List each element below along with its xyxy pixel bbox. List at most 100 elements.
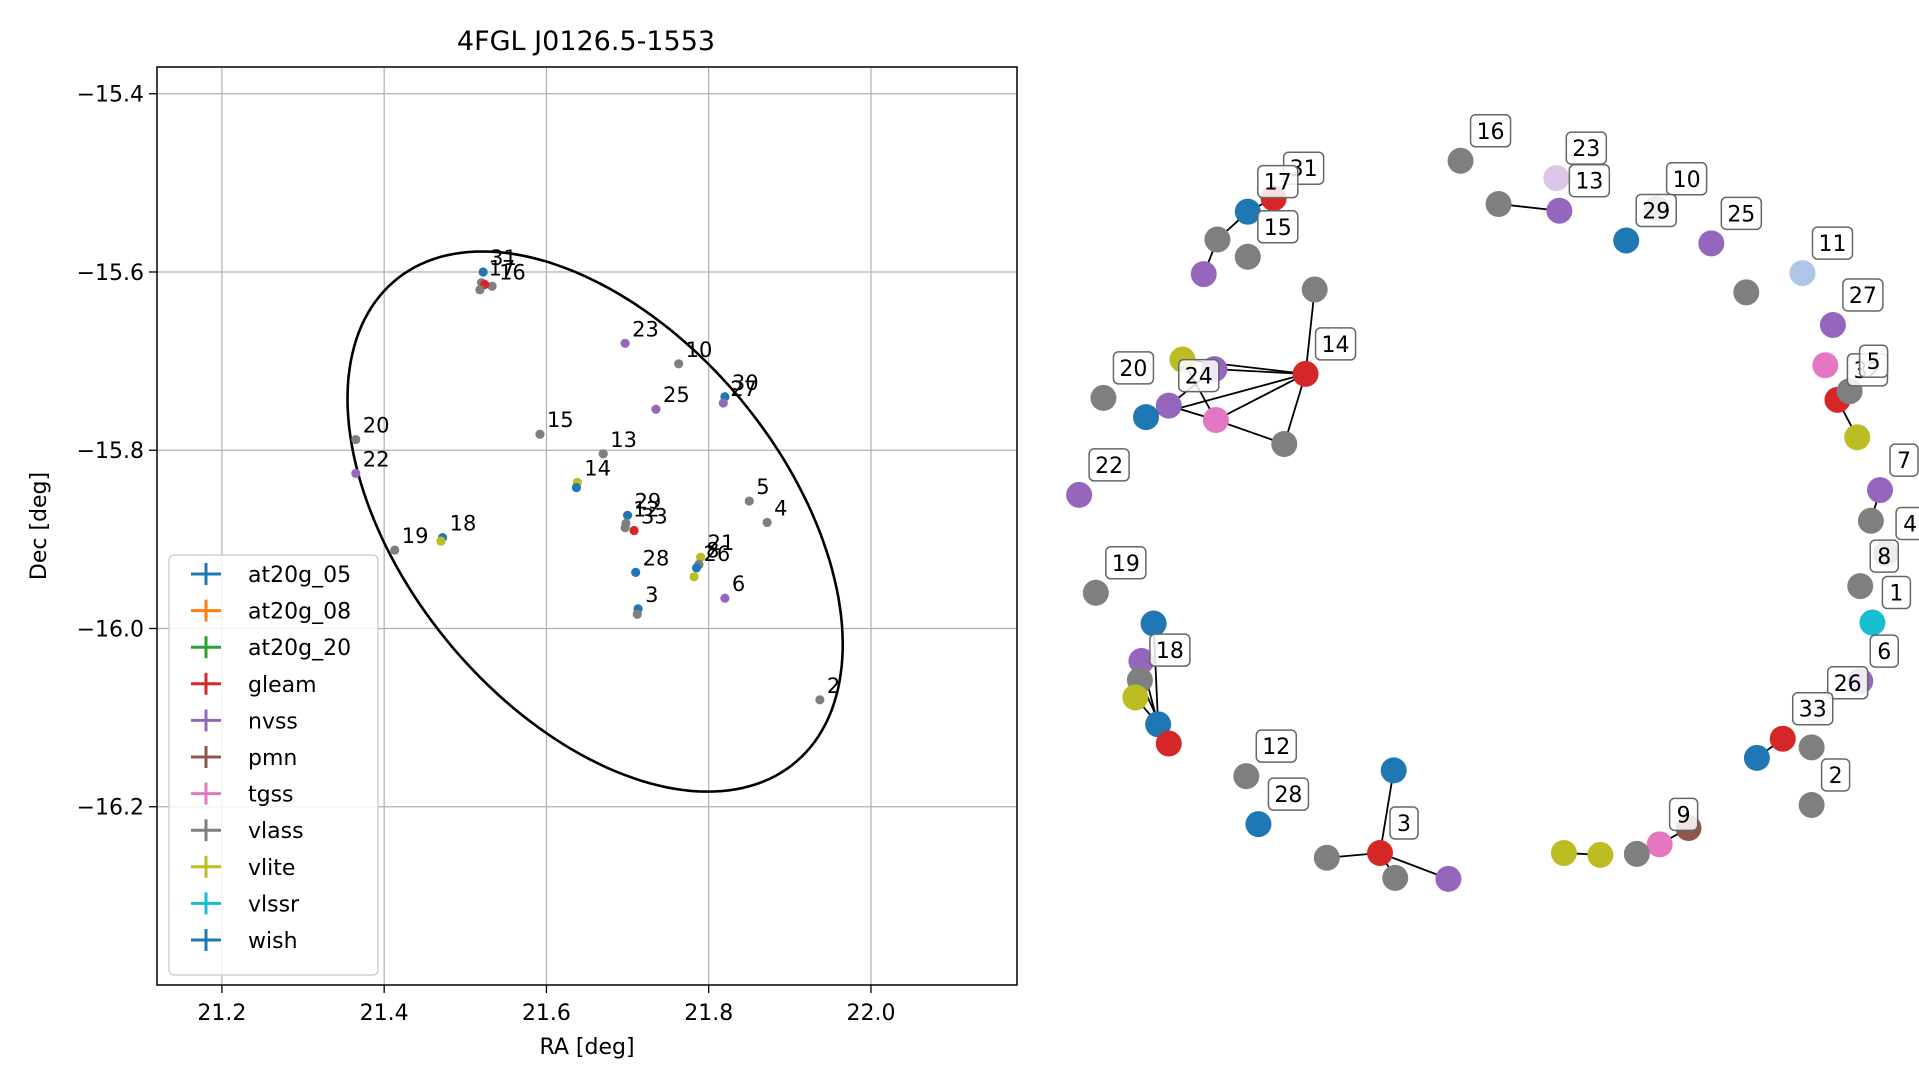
graph-node-label: 28 [1267,777,1310,811]
graph-node [1646,831,1673,858]
graph-label-text: 23 [1572,137,1600,162]
graph-node [1367,839,1394,866]
legend-item: at20g_08 [191,599,351,625]
data-point [571,483,582,493]
graph-node [1435,865,1462,892]
graph-node-label: 3 [1389,806,1419,840]
graph-edge [1304,289,1316,375]
graph-label-text: 19 [1112,552,1140,577]
graph-node [1066,481,1093,508]
data-point [691,563,702,573]
point-label: 19 [402,524,429,548]
point-label: 16 [499,260,526,284]
graph-node [1543,165,1570,192]
data-point [695,552,706,562]
point-label: 8 [706,538,719,562]
point-label: 20 [363,414,390,438]
graph-label-text: 16 [1477,120,1505,145]
legend-item: gleam [191,672,317,698]
graph-label-text: 1 [1889,582,1903,607]
y-tick-label: −15.6 [77,261,144,286]
graph-node [1733,279,1760,306]
y-tick-label: −15.8 [77,439,144,464]
chart-title: 4FGL J0126.5-1553 [457,26,715,57]
graph-node [1769,725,1796,752]
graph-node [1743,744,1770,771]
point-label: 27 [730,377,757,401]
data-point [689,572,699,582]
graph-node [1380,757,1407,784]
point-label: 17 [489,257,516,281]
graph-node [1546,197,1573,224]
graph-node [1122,684,1149,711]
legend-label: vlass [248,819,304,844]
graph-node [1550,839,1577,866]
graph-label-box [1112,351,1155,385]
graph-node [1798,791,1825,818]
graph-label-box [1791,691,1834,726]
graph-node-label: 29 [1635,193,1677,228]
graph-node-label: 17 [1257,164,1299,199]
point-label: 26 [704,542,731,566]
graph-node-label: 5 [1858,344,1889,378]
graph-node [1204,226,1231,253]
graph-node [1190,261,1217,288]
point-label: 2 [827,674,840,698]
graph-label-box [1858,344,1889,378]
x-tick-label: 21.8 [684,1001,733,1026]
x-tick-label: 21.2 [197,1001,246,1026]
graph-label-text: 11 [1818,232,1846,257]
y-tick-label: −16.0 [77,617,144,642]
x-tick-label: 21.4 [360,1001,409,1026]
data-point [629,525,639,536]
ticks-layer: 21.2 21.4 21.6 21.8 22.0 −15.4 −15.6 −15.8 −16.0… [77,83,896,1026]
graph-label-text: 9 [1677,803,1691,828]
graph-node [1233,763,1260,790]
graph-label-box [1635,193,1677,228]
graph-node [1867,477,1894,504]
legend-item: vlass [191,819,304,844]
node-labels-layer: 3117151623131029251127325142420227481191… [1088,114,1919,840]
data-point [535,429,545,439]
graph-node-label: 33 [1791,691,1834,726]
point-label: 3 [645,583,658,607]
y-tick-label: −16.2 [77,796,144,821]
graph-label-text: 25 [1727,202,1755,227]
point-label: 12 [633,497,660,521]
legend-label: at20g_20 [248,636,351,661]
graph-node-label: 26 [1826,666,1869,700]
point-label: 15 [547,408,574,432]
grid-layer [157,67,1017,985]
graph-node [1140,610,1167,637]
point-label: 10 [686,338,713,362]
point-label: 6 [732,572,745,596]
legend-label: vlssr [248,892,300,917]
graph-node-label: 20 [1112,351,1155,385]
graph-label-text: 2 [1829,764,1843,789]
graph-node [1271,431,1298,457]
graph-node [1587,841,1614,868]
point-label: 21 [708,531,735,555]
graph-node-label: 15 [1257,210,1299,244]
point-label: 28 [643,546,670,570]
data-point [436,536,446,546]
graph-label-text: 7 [1897,449,1911,474]
localization-ellipse [346,250,844,793]
legend-item: wish [191,929,298,954]
data-point [475,285,485,295]
graph-node [1789,260,1816,287]
graph-label-box [1105,546,1147,580]
graph-label-box [1257,210,1299,244]
point-label: 25 [663,383,690,407]
data-point [620,338,630,348]
graph-label-box [1088,448,1130,482]
graph-label-box [1668,797,1699,832]
graph-node [1245,811,1272,838]
graph-label-box [1889,443,1919,477]
graph-node [1859,609,1886,636]
graph-node [1145,711,1172,738]
graph-node-label: 27 [1842,278,1884,312]
